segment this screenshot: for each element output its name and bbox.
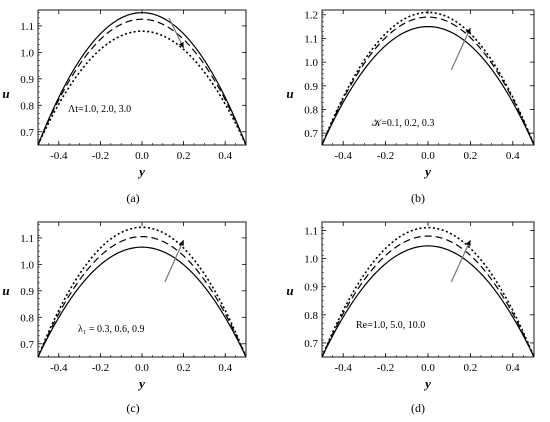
series-line-dotted bbox=[322, 11, 534, 145]
y-tick-label: 0.7 bbox=[304, 338, 318, 350]
chart-panel: -0.4 -0.2 0.0 0.2 0.4 0.7 0.8 0.9 1.0 1.1 u y Λt=1.0… bbox=[2, 9, 247, 205]
y-tick-label: 1.1 bbox=[20, 21, 34, 33]
trend-arrow-shaft bbox=[168, 17, 185, 49]
trend-arrow-shaft bbox=[164, 239, 185, 283]
x-tick-label: 0.4 bbox=[218, 150, 232, 162]
panel-caption: (c) bbox=[126, 401, 139, 415]
trend-arrow-head bbox=[178, 42, 184, 48]
series-line-solid bbox=[38, 12, 246, 145]
x-tick-label: 0.0 bbox=[135, 150, 149, 162]
series-line-dashed bbox=[322, 235, 534, 357]
x-tick-label: 0.2 bbox=[177, 150, 191, 162]
y-axis-label: u bbox=[286, 86, 293, 101]
y-tick-label: 0.8 bbox=[20, 312, 34, 324]
series-line-dashed bbox=[38, 235, 246, 357]
y-tick-label: 1.0 bbox=[20, 259, 34, 271]
panel-caption: (b) bbox=[411, 191, 425, 205]
y-tick-label: 0.8 bbox=[304, 104, 318, 116]
x-tick-label: 0.4 bbox=[506, 362, 520, 374]
trend-arrow-head bbox=[465, 240, 471, 246]
chart-panel: -0.4 -0.2 0.0 0.2 0.4 0.7 0.8 0.9 1.0 1.1 u y Re=1.0… bbox=[286, 221, 535, 415]
x-tick-label: -0.4 bbox=[334, 150, 352, 162]
series-line-dashed bbox=[38, 18, 246, 145]
x-tick-label: 0.2 bbox=[177, 362, 191, 374]
x-tick-label: 0.0 bbox=[421, 362, 435, 374]
x-axis-label: y bbox=[423, 376, 431, 391]
y-tick-label: 1.1 bbox=[20, 233, 34, 245]
series-line-solid bbox=[38, 246, 246, 357]
y-tick-label: 0.9 bbox=[304, 81, 318, 93]
trend-arrow-shaft bbox=[450, 239, 471, 283]
x-tick-label: 0.2 bbox=[464, 362, 478, 374]
y-tick-label: 0.7 bbox=[20, 127, 34, 139]
x-tick-label: -0.4 bbox=[334, 362, 352, 374]
trend-arrow-shaft bbox=[450, 27, 471, 71]
parameter-annotation: λ₁ = 0.3, 0.6, 0.9 bbox=[78, 324, 144, 335]
x-tick-label: 0.2 bbox=[464, 150, 478, 162]
series-line-solid bbox=[322, 245, 534, 357]
y-tick-label: 0.9 bbox=[304, 282, 318, 294]
parameter-annotation: 𝒦=0.1, 0.2, 0.3 bbox=[372, 118, 434, 129]
series-line-dotted bbox=[322, 226, 534, 357]
y-tick-label: 1.0 bbox=[20, 47, 34, 59]
y-tick-label: 0.9 bbox=[20, 286, 34, 298]
y-tick-label: 1.1 bbox=[304, 225, 318, 237]
y-tick-label: 1.0 bbox=[304, 57, 318, 69]
y-tick-label: 0.7 bbox=[20, 339, 34, 351]
y-axis-label: u bbox=[2, 283, 9, 298]
x-tick-label: 0.4 bbox=[218, 362, 232, 374]
parameter-annotation: Re=1.0, 5.0, 10.0 bbox=[356, 320, 425, 331]
series-line-dotted bbox=[38, 30, 246, 145]
y-tick-label: 1.1 bbox=[304, 33, 318, 45]
parameter-annotation: Λt=1.0, 2.0, 3.0 bbox=[68, 104, 131, 115]
x-axis-label: y bbox=[137, 376, 145, 391]
chart-panel: -0.4 -0.2 0.0 0.2 0.4 0.7 0.8 0.9 1.0 1.1 u y λ₁ = 0… bbox=[2, 221, 247, 415]
y-axis-label: u bbox=[2, 86, 9, 101]
x-tick-label: 0.4 bbox=[506, 150, 520, 162]
x-tick-label: 0.0 bbox=[135, 362, 149, 374]
y-tick-label: 1.0 bbox=[304, 254, 318, 266]
panel-caption: (d) bbox=[411, 401, 425, 415]
y-tick-label: 0.7 bbox=[304, 128, 318, 140]
y-axis-label: u bbox=[286, 283, 293, 298]
trend-arrow-head bbox=[179, 240, 184, 246]
plot-frame bbox=[37, 221, 247, 358]
y-tick-label: 0.9 bbox=[20, 74, 34, 86]
y-tick-label: 0.8 bbox=[20, 100, 34, 112]
chart-panel: -0.4 -0.2 0.0 0.2 0.4 0.7 0.8 0.9 1.0 1.1 1.2 u y 𝒦=0… bbox=[286, 9, 535, 205]
series-line-dashed bbox=[322, 16, 534, 145]
series-line-solid bbox=[322, 25, 534, 145]
x-tick-label: 0.0 bbox=[421, 150, 435, 162]
panel-caption: (a) bbox=[126, 191, 139, 205]
y-tick-label: 1.2 bbox=[304, 10, 318, 22]
x-tick-label: -0.2 bbox=[92, 150, 109, 162]
x-tick-label: -0.2 bbox=[377, 150, 394, 162]
x-axis-label: y bbox=[423, 164, 431, 179]
x-tick-label: -0.4 bbox=[50, 362, 68, 374]
x-tick-label: -0.4 bbox=[50, 150, 68, 162]
x-tick-label: -0.2 bbox=[377, 362, 394, 374]
y-tick-label: 0.8 bbox=[304, 310, 318, 322]
x-tick-label: -0.2 bbox=[92, 362, 109, 374]
x-axis-label: y bbox=[137, 164, 145, 179]
trend-arrow-head bbox=[465, 28, 471, 34]
